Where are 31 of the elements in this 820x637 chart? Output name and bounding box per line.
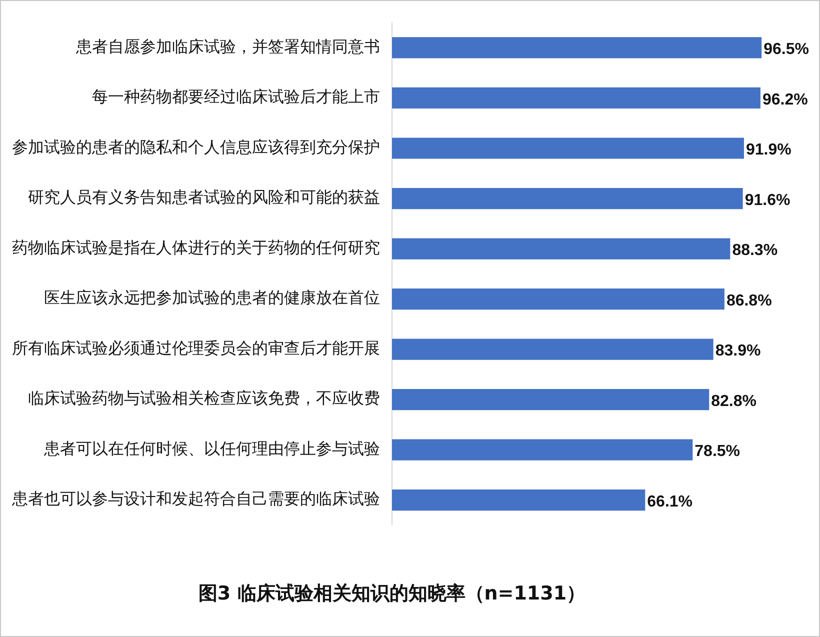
data-label: 66.1% [647, 493, 693, 510]
data-label: 82.8% [711, 392, 756, 410]
y-tick-label: 临床试验药物与试验相关检查应该免费，不应收费 [28, 388, 380, 408]
data-label: 78.5% [694, 443, 740, 460]
bar [392, 288, 724, 310]
y-tick-label: 每一种药物都要经过临床试验后才能上市 [92, 87, 380, 106]
y-tick-label: 药物临床试验是指在人体进行的关于药物的任何研究 [12, 238, 380, 257]
bar [392, 490, 646, 511]
data-label: 91.9% [746, 142, 792, 159]
bar [392, 188, 743, 210]
data-label: 96.2% [762, 91, 808, 108]
y-tick-label: 参加试验的患者的隐私和个人信息应该得到充分保护 [12, 137, 380, 156]
bar [392, 138, 744, 159]
bar [392, 338, 714, 360]
y-tick-label: 研究人员有义务告知患者试验的风险和可能的获益 [28, 188, 380, 207]
bar [392, 87, 760, 109]
y-tick-label: 医生应该永远把参加试验的患者的健康放在首位 [44, 288, 380, 308]
bar [392, 388, 710, 410]
data-label: 96.5% [764, 41, 809, 58]
bar [392, 238, 730, 260]
bar [392, 37, 762, 58]
y-tick-label: 患者自愿参加临床试验，并签署知情同意书 [75, 36, 380, 56]
data-label: 86.8% [726, 292, 772, 310]
data-label: 91.6% [744, 192, 790, 209]
data-label: 83.9% [715, 342, 761, 360]
data-label: 88.3% [732, 242, 778, 260]
y-tick-label: 患者可以在任何时候、以任何理由停止参与试验 [43, 438, 380, 458]
text: 图3 临床试验相关知识的知晓率（n=1131） [198, 582, 586, 605]
y-tick-label: 所有临床试验必须通过伦理委员会的审查后才能开展 [12, 338, 380, 358]
y-tick-label: 患者也可以参与设计和发起符合自己需要的临床试验 [11, 489, 380, 508]
bar [392, 439, 693, 460]
